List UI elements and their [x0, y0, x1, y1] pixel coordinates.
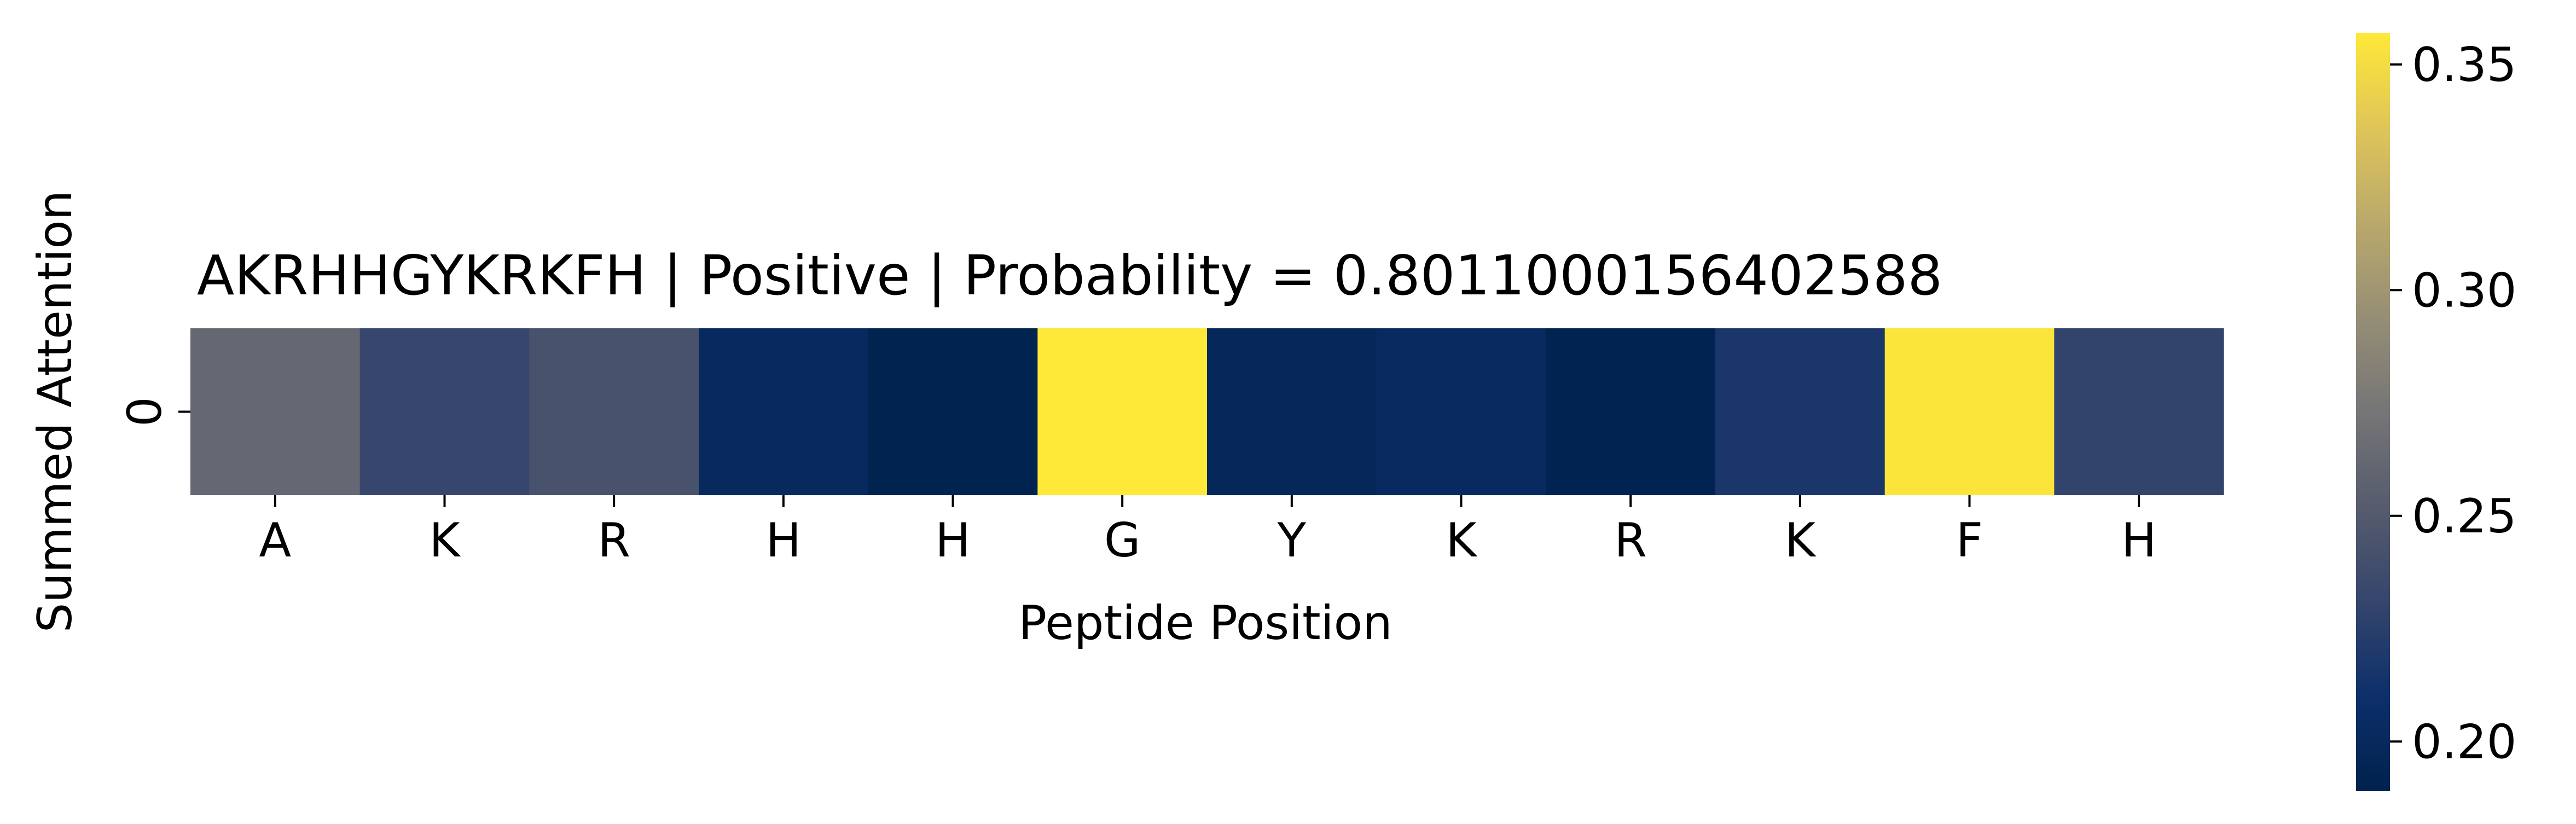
colorbar-tick-label: 0.25 — [2412, 489, 2516, 544]
heatmap-cell — [699, 328, 869, 495]
x-tick-label: K — [1785, 513, 1817, 568]
heatmap-cell — [1884, 328, 2055, 495]
x-tick-label: H — [765, 513, 801, 568]
y-tick-label: 0 — [118, 397, 172, 427]
x-tick-label: R — [1614, 513, 1647, 568]
heatmap-cell — [1037, 328, 1208, 495]
chart-title: AKRHHGYKRKFH | Positive | Probability = … — [197, 243, 1942, 307]
x-axis-label: Peptide Position — [1018, 596, 1393, 651]
heatmap-cell — [868, 328, 1038, 495]
heatmap-cell — [359, 328, 530, 495]
x-tick-label: H — [935, 513, 971, 568]
x-tick-label: R — [597, 513, 630, 568]
colorbar-tick-label: 0.20 — [2412, 715, 2516, 769]
colorbar-tick-label: 0.30 — [2412, 263, 2516, 318]
x-tick-label: Y — [1277, 513, 1307, 568]
heatmap-cell — [529, 328, 699, 495]
heatmap-cell — [2054, 328, 2224, 495]
colorbar — [2356, 33, 2390, 791]
heatmap-cell — [1376, 328, 1546, 495]
y-axis-label: Summed Attention — [28, 190, 83, 632]
x-tick-label: F — [1956, 513, 1983, 568]
heatmap-cell — [1207, 328, 1377, 495]
colorbar-tick-label: 0.35 — [2412, 38, 2516, 92]
y-axis-ticks: 0 — [118, 397, 190, 427]
heatmap-cell — [190, 328, 361, 495]
x-tick-label: K — [1446, 513, 1478, 568]
heatmap-cell — [1546, 328, 1716, 495]
heatmap-cells — [190, 328, 2224, 495]
colorbar-ticks: 0.20 0.25 0.30 0.35 — [2390, 38, 2516, 769]
x-tick-label: K — [429, 513, 461, 568]
heatmap-cell — [1715, 328, 1885, 495]
x-tick-label: A — [259, 513, 291, 568]
x-tick-label: G — [1104, 513, 1141, 568]
x-tick-label: H — [2121, 513, 2157, 568]
